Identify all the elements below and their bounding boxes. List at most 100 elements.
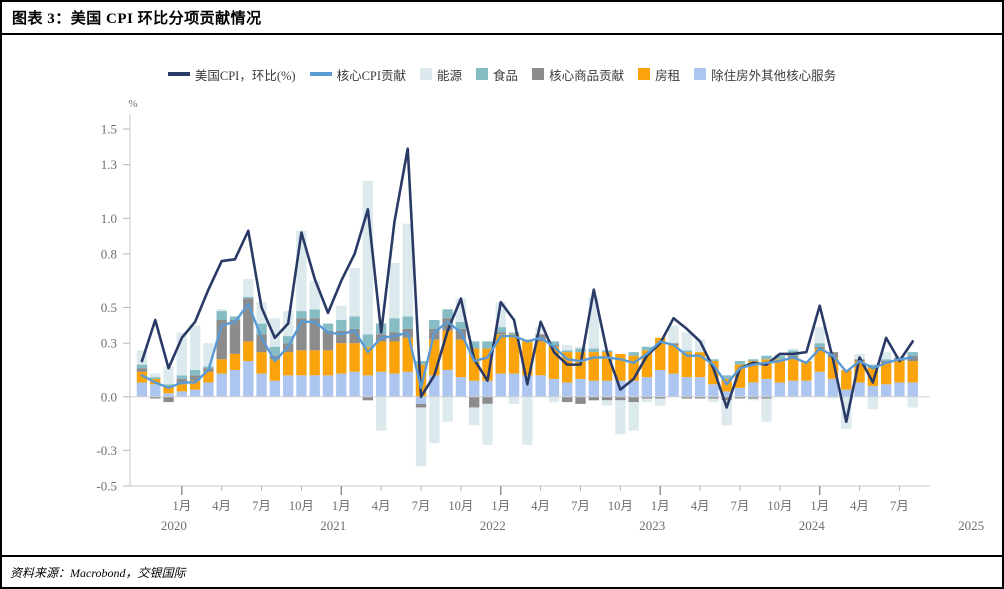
bar-segment [469, 407, 480, 426]
y-tick-label: 0.3 [101, 336, 117, 351]
bar-segment [801, 361, 812, 381]
bar-segment [562, 382, 573, 397]
bar-segment [708, 398, 719, 403]
bar-segment [548, 396, 560, 403]
bar-segment [282, 352, 294, 376]
bar-segment [601, 396, 613, 401]
bar-segment [841, 369, 852, 390]
x-axis-year-label: 2021 [320, 518, 346, 533]
bar-segment [880, 362, 892, 385]
legend-item-1: 核心CPI贡献 [309, 65, 407, 84]
bar-segment [136, 371, 148, 383]
bar-segment [495, 334, 506, 374]
bar-segment [229, 316, 241, 320]
bar-segment [774, 355, 786, 360]
bar-segment [336, 319, 347, 331]
bar-segment [548, 346, 560, 379]
x-tick-label: 1月 [810, 499, 829, 513]
x-tick-label: 10月 [448, 499, 473, 513]
y-tick-label: 0.0 [101, 389, 117, 404]
bar-segment [867, 366, 879, 387]
bar-segment [562, 352, 573, 383]
bar-segment [136, 364, 148, 369]
bar-segment [588, 380, 599, 397]
bar-segment [508, 396, 520, 404]
bar-segment [229, 319, 241, 354]
bar-segment [508, 332, 520, 335]
legend-item-label: 核心CPI贡献 [336, 68, 407, 83]
bar-segment [176, 391, 188, 397]
bar-segment [176, 384, 188, 392]
bar-segment [615, 400, 626, 435]
bar-segment [415, 403, 427, 408]
bar-segment [721, 396, 732, 401]
bar-segment [668, 325, 679, 344]
bar-segment [203, 382, 214, 397]
bar-segment [362, 346, 374, 376]
bar-segment [429, 375, 440, 397]
bar-segment [787, 348, 799, 351]
bar-segment [694, 396, 706, 399]
bar-segment [429, 396, 440, 444]
bar-segment [203, 371, 214, 383]
bar-segment [375, 341, 387, 372]
bar-segment [362, 334, 374, 347]
legend-line-swatch-icon [309, 72, 332, 76]
bar-segment [734, 361, 746, 365]
bar-segment [349, 328, 360, 344]
bar-segment [269, 355, 281, 360]
legend-item-6: 除住房外其他核心服务 [694, 65, 836, 84]
bar-segment [655, 337, 666, 370]
x-tick-label: 4月 [372, 499, 391, 513]
bar-segment [575, 346, 586, 349]
x-tick-label: 7月 [731, 499, 750, 513]
bar-segment [615, 353, 626, 381]
bar-segment [721, 400, 732, 426]
bar-segment [588, 396, 599, 401]
y-tick-label: -0.3 [96, 443, 117, 458]
bar-segment [748, 382, 759, 397]
bar-segment [256, 352, 267, 374]
bar-segment [708, 396, 719, 399]
bar-segment [256, 302, 267, 324]
bar-segment [415, 407, 427, 467]
bar-segment [814, 327, 825, 344]
bar-segment [163, 393, 174, 397]
x-axis-year-label: 2022 [480, 518, 506, 533]
bar-segment [189, 380, 201, 390]
bar-segment [296, 311, 307, 319]
bar-segment [655, 398, 666, 406]
bar-segment [322, 375, 334, 397]
bar-segment [787, 380, 799, 397]
source-bar: 资料来源：Macrobond，交银国际 [2, 555, 1002, 587]
bar-segment [854, 382, 865, 397]
bar-segment [389, 341, 400, 374]
bar-segment [548, 341, 560, 345]
bar-segment [880, 359, 892, 362]
bar-segment [894, 382, 905, 397]
bar-segment [349, 371, 360, 397]
bar-segment [588, 352, 599, 381]
chart-legend: 美国CPI，环比(%) 核心CPI贡献 能源 食品 核心商品贡献 房租 除住房外其他核心服务 [2, 62, 1002, 86]
bar-segment [761, 359, 772, 379]
bar-segment [787, 357, 799, 381]
bar-segment [827, 357, 839, 379]
bar-segment [309, 280, 320, 310]
bar-segment [748, 361, 759, 383]
bar-segment [522, 375, 533, 397]
bar-segment [216, 309, 227, 312]
chart-plot-area: 1.5 1.3 1.0 0.8 0.5 0.3 0.0 -0.3 -0.5% 1月 4月 7月 10月 1… [2, 86, 1002, 546]
bar-segment [655, 396, 666, 399]
bar-segment [880, 352, 892, 360]
x-tick-label: 4月 [212, 499, 231, 513]
bar-segment [243, 361, 254, 397]
bar-segment [269, 318, 281, 347]
bar-segment [442, 318, 453, 331]
bar-segment [495, 373, 506, 397]
bar-segment [362, 375, 374, 397]
bar-segment [136, 368, 148, 372]
bar-segment [575, 348, 586, 353]
x-axis-year-label: 2024 [799, 518, 826, 533]
bar-segment [641, 377, 653, 397]
bar-segment [322, 350, 334, 376]
